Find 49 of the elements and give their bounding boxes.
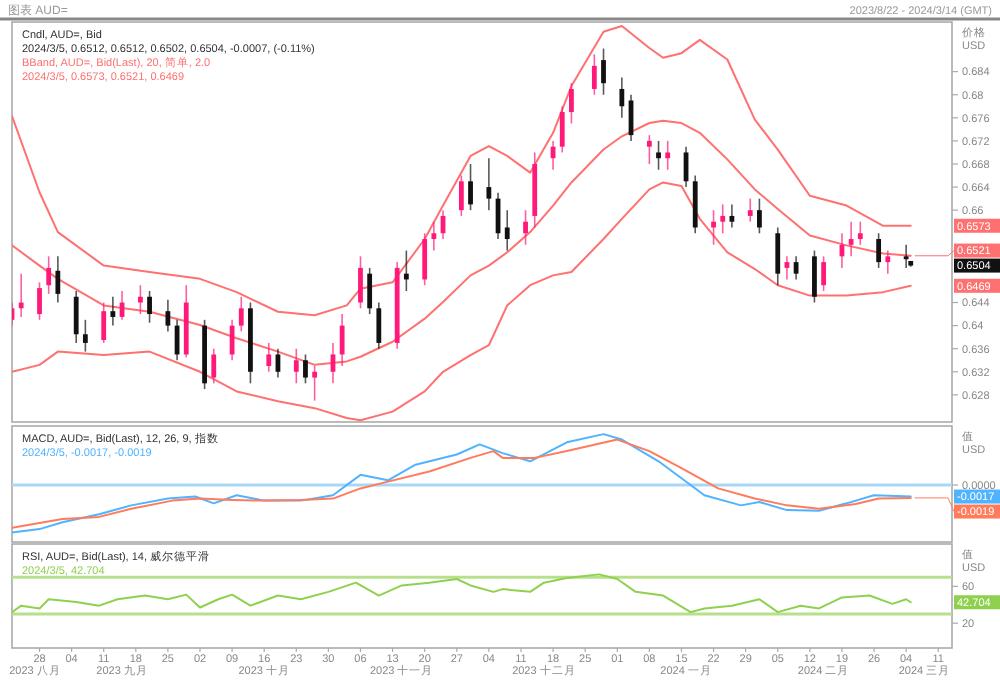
- candlestick: [903, 244, 909, 269]
- candlestick: [46, 255, 52, 295]
- candlestick: [137, 284, 143, 315]
- candlestick: [885, 249, 891, 275]
- candlestick: [812, 249, 817, 304]
- candlestick: [619, 76, 625, 119]
- candlestick: [55, 255, 61, 304]
- line-series: [12, 181, 912, 422]
- candlestick: [82, 319, 88, 353]
- candlestick: [238, 295, 244, 333]
- candlestick: [110, 295, 116, 327]
- line-series: [12, 25, 912, 317]
- candlestick: [523, 209, 528, 246]
- candlestick: [458, 174, 464, 217]
- candlestick: [601, 47, 606, 96]
- candlestick: [504, 209, 510, 252]
- candlestick: [692, 174, 698, 235]
- candlestick: [101, 301, 107, 344]
- candlestick: [591, 53, 597, 96]
- candlestick: [339, 313, 345, 367]
- candlestick: [486, 157, 492, 211]
- candlestick: [665, 140, 671, 171]
- candlestick: [569, 82, 574, 125]
- candlestick: [848, 220, 854, 258]
- candlestick: [358, 255, 363, 310]
- candlestick: [747, 197, 753, 223]
- candlestick: [559, 105, 565, 154]
- candlestick: [37, 281, 42, 321]
- candlestick: [266, 342, 272, 373]
- candlestick: [147, 290, 152, 324]
- candlestick: [876, 232, 882, 269]
- candlestick: [312, 365, 318, 402]
- candlestick: [73, 290, 79, 344]
- candlestick: [303, 353, 308, 385]
- candlestick: [857, 220, 863, 246]
- candlestick: [431, 220, 437, 252]
- candlestick: [211, 347, 217, 385]
- candlestick: [757, 197, 762, 235]
- line-series: [12, 573, 912, 614]
- candlestick: [775, 226, 781, 286]
- candlestick: [367, 267, 373, 315]
- candlestick: [821, 255, 827, 292]
- candlestick: [468, 163, 473, 211]
- candlestick: [646, 134, 652, 165]
- candlestick: [376, 301, 382, 350]
- candlestick: [720, 203, 726, 235]
- candlestick: [422, 232, 428, 286]
- candlestick: [293, 347, 299, 385]
- candlestick: [656, 140, 661, 171]
